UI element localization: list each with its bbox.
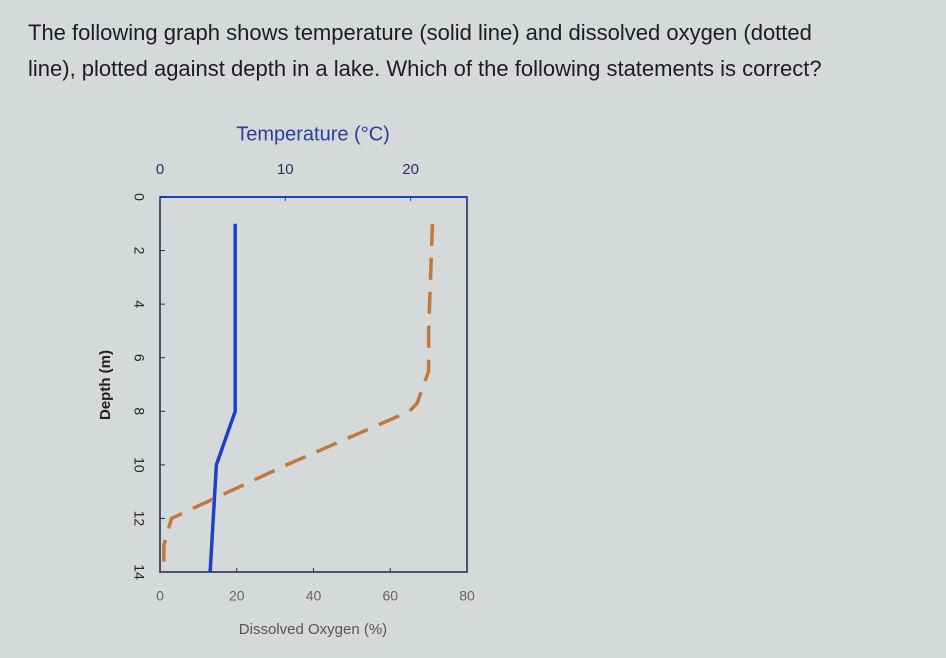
y-tick-label: 12: [131, 511, 147, 527]
data-line: [162, 223, 435, 572]
question-line: The following graph shows temperature (s…: [28, 20, 812, 45]
x-tick-label: 40: [306, 588, 322, 604]
x-tick-label: 80: [459, 588, 475, 604]
x-tick-label: 20: [229, 588, 245, 604]
x2-tick-label: 10: [277, 161, 294, 178]
y-tick-label: 0: [131, 193, 147, 201]
data-line: [208, 223, 237, 573]
x-tick-label: 0: [156, 588, 164, 604]
x-tick-label: 60: [382, 588, 398, 604]
y-tick-label: 14: [131, 564, 147, 580]
x2-tick-label: 0: [156, 161, 164, 178]
question-line: line), plotted against depth in a lake. …: [28, 56, 822, 81]
x-axis-label: Dissolved Oxygen (%): [239, 621, 387, 638]
y-axis-label: Depth (m): [97, 350, 114, 420]
x2-tick-label: 20: [402, 161, 419, 178]
y-tick-label: 4: [131, 300, 147, 308]
y-tick-label: 2: [131, 247, 147, 255]
y-tick-label: 10: [131, 457, 147, 473]
chart-title: Temperature (°C): [236, 123, 390, 145]
y-tick-label: 6: [131, 354, 147, 362]
y-tick-label: 8: [131, 407, 147, 415]
